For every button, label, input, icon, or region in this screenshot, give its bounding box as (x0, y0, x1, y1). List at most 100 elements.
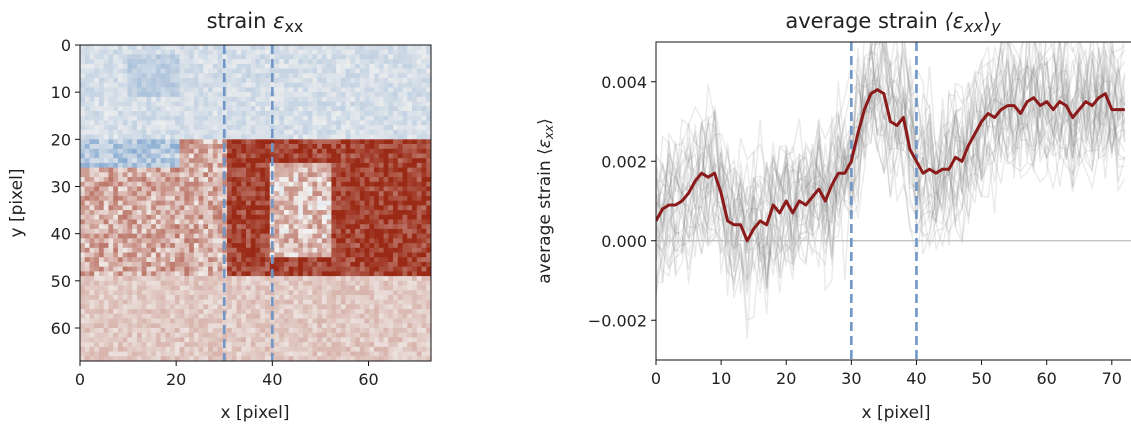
heatmap-cell (189, 129, 195, 136)
heatmap-cell (174, 299, 180, 305)
heatmap-cell (260, 82, 266, 88)
heatmap-cell (279, 59, 285, 65)
heatmap-cell (307, 101, 313, 107)
heatmap-cell (189, 304, 195, 310)
heatmap-cell (170, 139, 176, 145)
heatmap-cell (203, 78, 209, 84)
heatmap-cell (203, 191, 209, 197)
heatmap-cell (359, 106, 365, 112)
heatmap-cell (94, 299, 100, 305)
heatmap-cell (179, 285, 185, 291)
heatmap-cell (189, 356, 195, 361)
heatmap-cell (174, 115, 180, 121)
heatmap-cell (189, 134, 195, 140)
heatmap-cell (255, 87, 261, 93)
heatmap-cell (189, 120, 195, 126)
heatmap-cell (274, 73, 280, 79)
heatmap-cell (113, 342, 119, 348)
heatmap-cell (345, 280, 351, 286)
heatmap-cell (421, 186, 427, 192)
heatmap-cell (212, 332, 218, 338)
heatmap-cell (364, 78, 370, 84)
heatmap-cell (170, 129, 176, 136)
heatmap-cell (336, 92, 342, 98)
heatmap-cell (426, 92, 431, 98)
heatmap-cell (208, 139, 214, 145)
heatmap-cell (212, 144, 218, 150)
heatmap-cell (108, 115, 114, 121)
heatmap-cell (212, 129, 218, 136)
heatmap-cell (336, 101, 342, 107)
heatmap-cell (127, 214, 133, 220)
heatmap-cell (189, 153, 195, 159)
heatmap-cell (321, 351, 328, 357)
heatmap-cell (421, 224, 427, 230)
heatmap-cell (98, 139, 105, 145)
heatmap-cell (383, 342, 389, 348)
heatmap-cell (369, 257, 375, 263)
heatmap-cell (283, 186, 290, 192)
heatmap-cell (274, 210, 280, 216)
heatmap-cell (146, 82, 152, 88)
heatmap-cell (298, 195, 304, 202)
heatmap-cell (378, 252, 384, 258)
heatmap-cell (212, 101, 218, 107)
heatmap-cell (108, 120, 114, 126)
heatmap-cell (283, 59, 290, 65)
heatmap-cell (84, 346, 90, 352)
heatmap-cell (141, 148, 147, 154)
heatmap-cell (255, 200, 261, 206)
heatmap-cell (283, 167, 290, 173)
heatmap-cell (89, 101, 95, 107)
heatmap-cell (393, 195, 399, 202)
heatmap-cell (108, 214, 114, 220)
heatmap-cell (407, 243, 413, 249)
heatmap-cell (170, 285, 176, 291)
heatmap-cell (369, 351, 375, 357)
heatmap-cell (241, 219, 247, 225)
heatmap-cell (307, 181, 313, 187)
heatmap-cell (369, 200, 375, 206)
heatmap-cell (293, 327, 299, 334)
heatmap-cell (317, 337, 323, 343)
heatmap-cell (364, 285, 370, 291)
heatmap-cell (364, 144, 370, 150)
heatmap-cell (264, 172, 271, 178)
heatmap-cell (307, 115, 313, 121)
heatmap-cell (345, 120, 351, 126)
heatmap-cell (264, 181, 271, 187)
heatmap-cell (421, 49, 427, 55)
heatmap-cell (283, 205, 290, 211)
heatmap-cell (132, 162, 138, 169)
heatmap-cell (255, 285, 261, 291)
heatmap-cell (369, 323, 375, 329)
heatmap-cell (84, 167, 90, 173)
heatmap-cell (236, 285, 242, 291)
heatmap-cell (260, 351, 266, 357)
heatmap-cell (359, 342, 365, 348)
heatmap-cell (160, 120, 166, 126)
heatmap-cell (397, 96, 403, 102)
heatmap-cell (165, 148, 171, 154)
heatmap-cell (189, 332, 195, 338)
heatmap-cell (393, 214, 399, 220)
heatmap-cell (388, 304, 394, 310)
line-row-series (656, 42, 1126, 339)
heatmap-cell (89, 280, 95, 286)
heatmap-cell (113, 200, 119, 206)
heatmap-cell (383, 96, 389, 102)
heatmap-cell (388, 214, 394, 220)
heatmap-cell (307, 280, 313, 286)
heatmap-cell (274, 106, 280, 112)
heatmap-cell (170, 228, 176, 235)
heatmap-cell (98, 148, 105, 154)
heatmap-cell (84, 214, 90, 220)
heatmap-cell (269, 332, 275, 338)
heatmap-cell (345, 304, 351, 310)
heatmap-cell (231, 148, 237, 154)
heatmap-cell (307, 266, 313, 272)
heatmap-cell (174, 181, 180, 187)
heatmap-cell (94, 54, 100, 60)
heatmap-cell (383, 210, 389, 216)
heatmap-cell (250, 266, 256, 272)
